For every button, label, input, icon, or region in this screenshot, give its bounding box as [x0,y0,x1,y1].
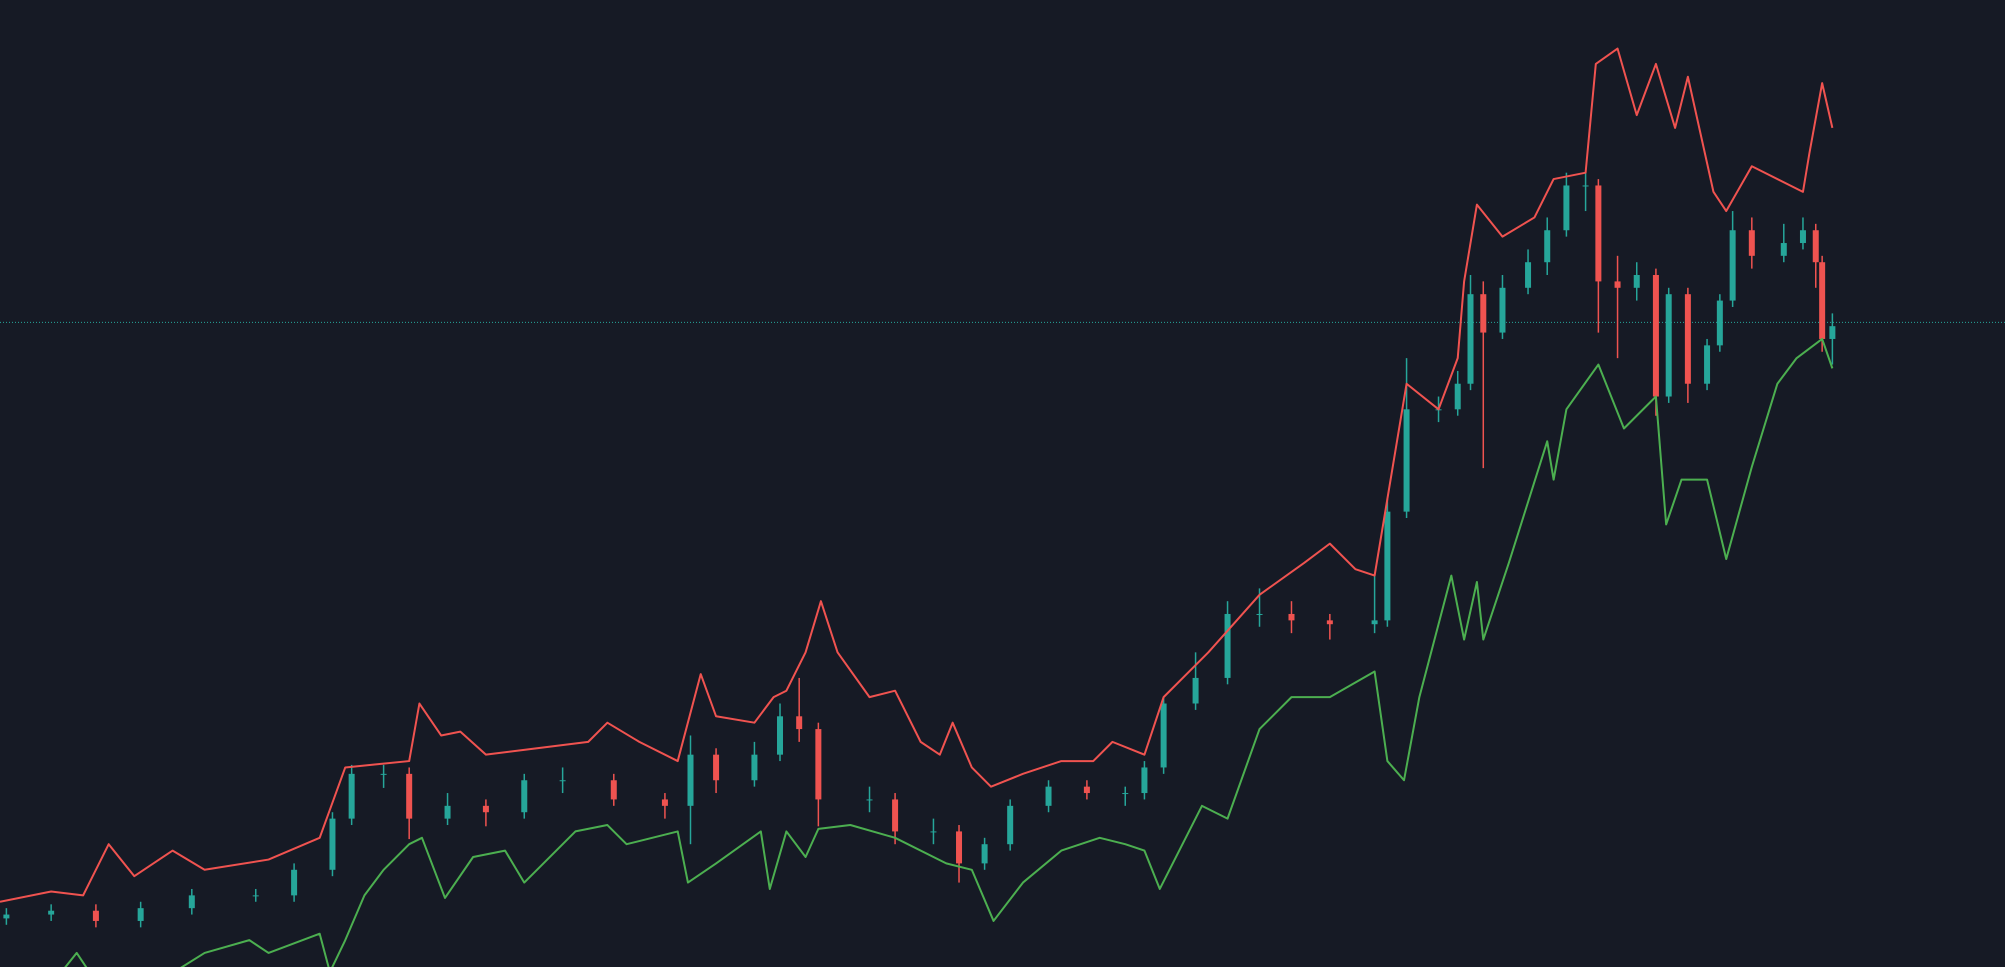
candle-body [1288,613,1295,621]
candle-body [1652,275,1659,397]
candle-body [1083,786,1090,794]
candle-body [610,780,617,800]
candle-body [1499,287,1506,333]
candle-body [1544,230,1551,263]
candle-body [1007,805,1014,845]
candle-body [1256,613,1263,615]
candle-body [1799,230,1806,244]
candle-body [1716,300,1723,346]
candle-body [1454,383,1461,410]
candle-body [661,799,668,806]
candle-body [751,754,758,781]
candle-body [48,910,55,915]
candle-body [188,895,195,909]
candle-body [687,754,694,806]
candle-body [713,754,720,781]
candle-body [1748,230,1755,256]
candle-body [1326,620,1333,625]
candle-body [444,805,451,819]
candle-body [252,895,259,897]
candle-body [1819,262,1826,339]
candle-body [1480,294,1487,333]
candle-body [981,844,988,864]
candle-body [1729,230,1736,301]
candle-body [777,716,784,755]
candle-body [92,910,99,921]
candle-body [559,780,566,782]
candle-body [1525,262,1532,288]
candle-body [1633,275,1640,288]
candle-body [1614,281,1621,288]
candle-body [3,914,10,919]
candle-body [956,831,963,864]
candle-body [521,780,528,813]
candle-body [796,716,803,730]
candle-body [815,729,822,800]
candle-body [1595,185,1602,282]
candle-body [137,908,144,921]
candle-body [291,869,298,896]
candle-body [930,831,937,833]
candle-body [1665,294,1672,397]
candle-body [482,805,489,813]
candle-body [1224,613,1231,678]
candle-body [1384,511,1391,621]
candle-body [1684,294,1691,384]
candle-body [1141,767,1148,794]
candle-body [329,818,336,870]
candle-body [380,773,387,775]
band-line [0,47,1834,903]
candle-body [406,773,413,819]
candle-body [892,799,899,832]
candle-body [1563,185,1570,231]
candle-body [1371,620,1378,625]
candle-body [1829,326,1836,339]
candle-body [1467,294,1474,384]
candle-body [1160,703,1167,768]
candle-body [1704,345,1711,384]
candle-body [1192,677,1199,704]
candle-body [866,799,873,801]
candle-body [1045,786,1052,806]
candle-body [1582,185,1589,187]
candle-body [1403,409,1410,512]
candle-body [348,773,355,819]
candle-body [1812,230,1819,263]
candle-body [1122,793,1129,795]
candle-body [1780,243,1787,256]
band-line [64,337,1834,967]
